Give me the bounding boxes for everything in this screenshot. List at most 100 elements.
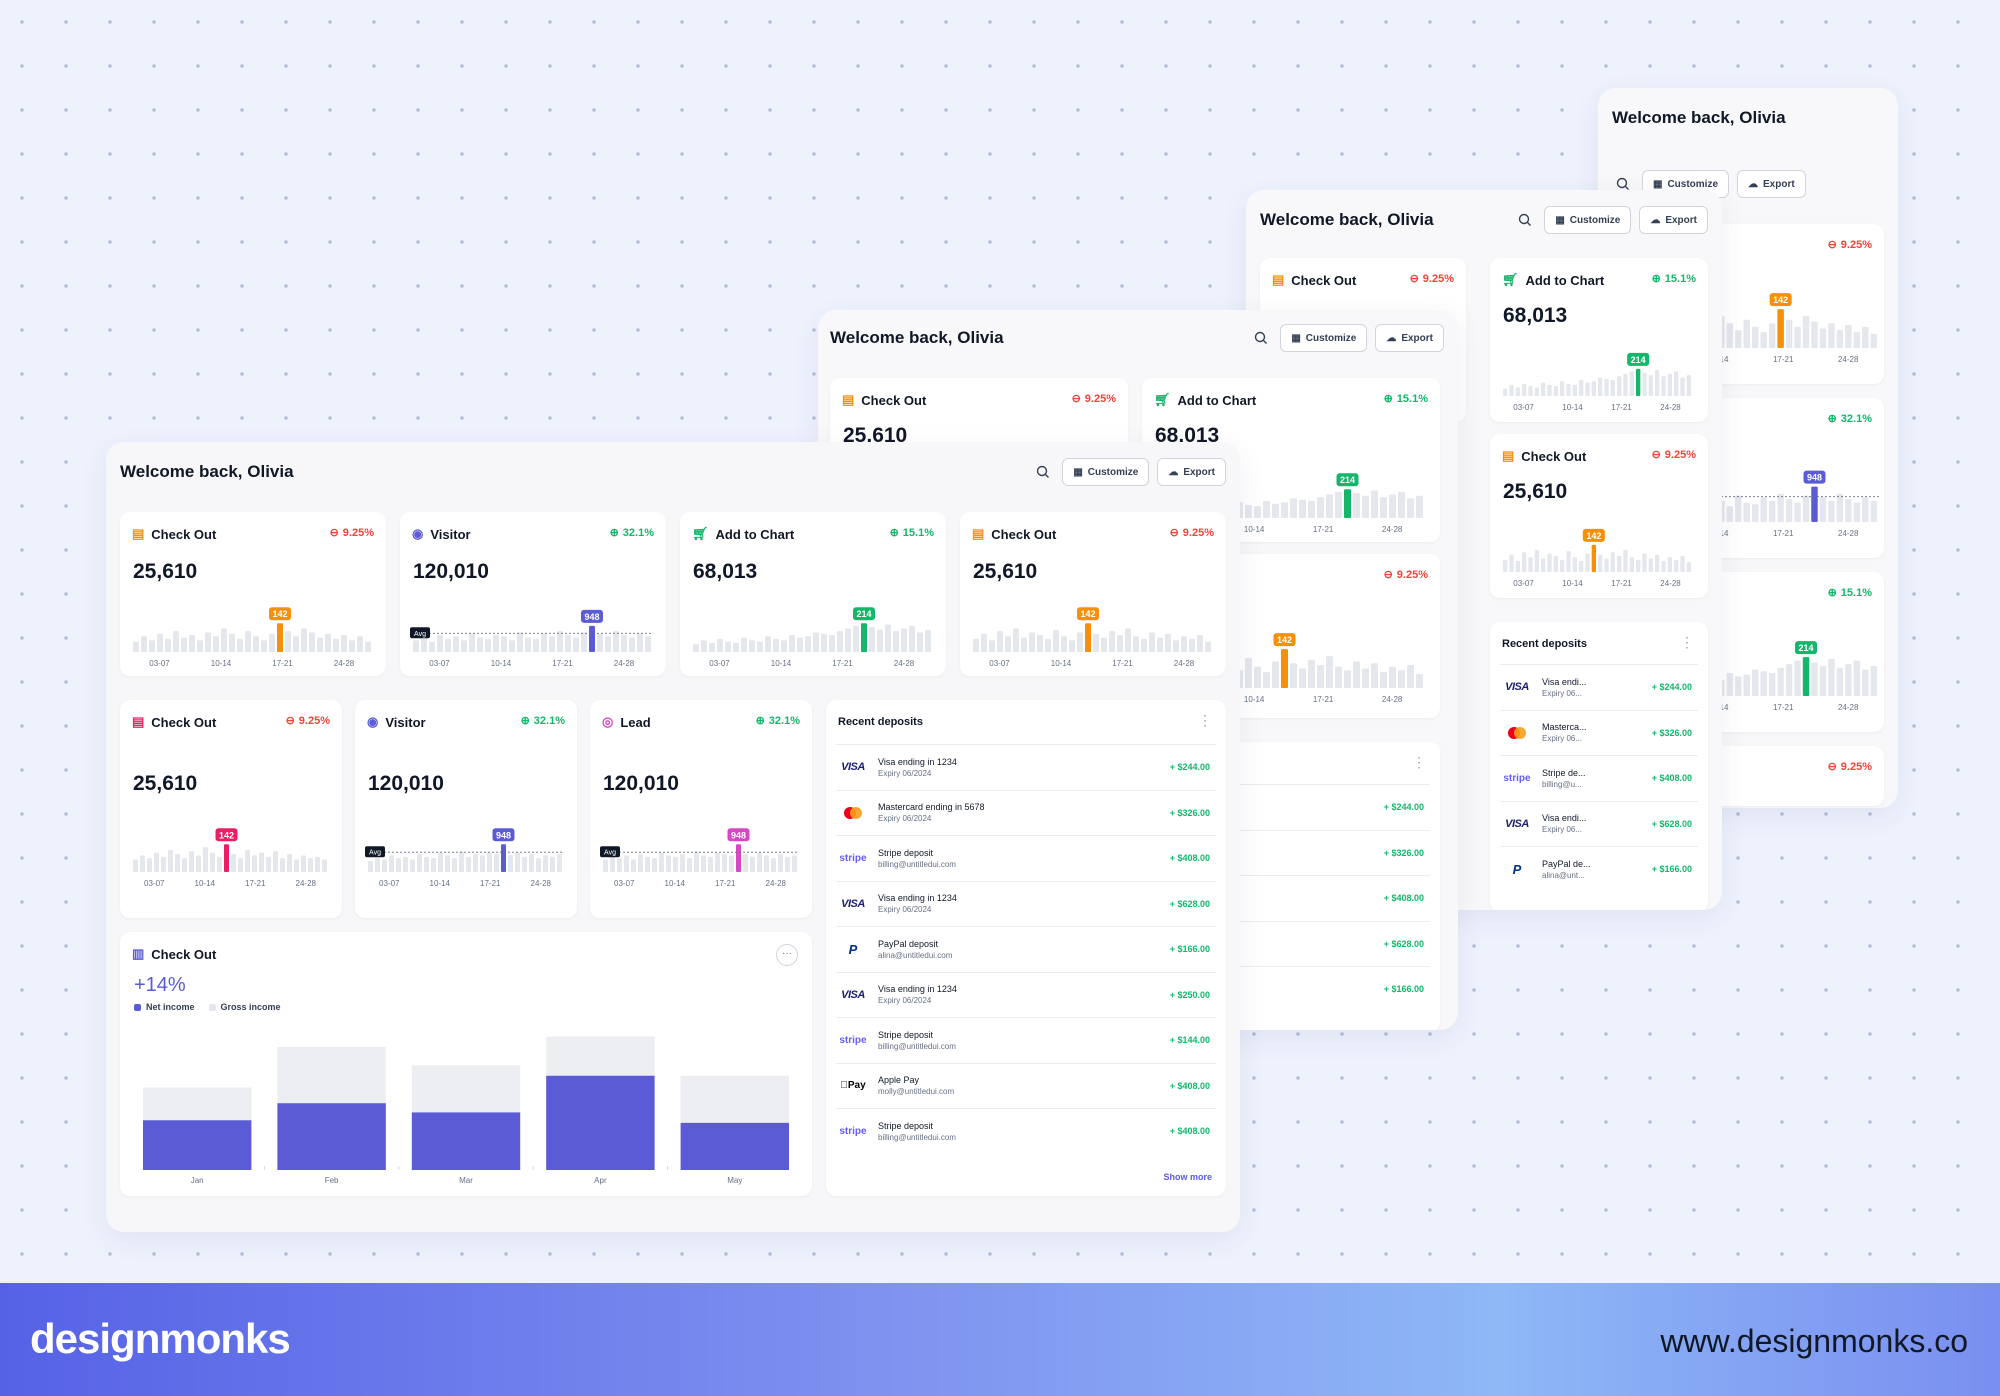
customize-button[interactable]: ▦ Customize [1280,324,1368,352]
deposit-row[interactable]: VISA Visa ending in 1234 Expiry 06/2024 +… [836,744,1216,790]
deposit-row[interactable]: stripe Stripe de... billing@u... + $408.0… [1500,755,1698,801]
payment-logo [836,806,870,820]
highlight-bar [501,844,506,872]
search-icon[interactable] [1612,173,1634,195]
card-header: ▤ Check Out [132,714,217,730]
deposit-row[interactable]: VISA Visa ending in 1234 Expiry 06/2024 +… [836,880,1216,927]
spark-bar [1604,378,1609,396]
stat-card-add-to-chart[interactable]: 🛒︎ Add to Chart ⊕ 15.1% 68,013 214 03-07 1… [680,512,946,676]
deposit-amount: + $628.00 [1651,818,1692,829]
spark-bar [717,638,723,652]
stat-card-lead[interactable]: ◎ Lead ⊕ 32.1% 120,010 948 Avg 03-07 10-14 1… [590,700,812,918]
stat-card-add-to-chart[interactable]: 🛒︎Add to Chart ⊕15.1% 68,013 214 03-07 10-… [1490,258,1708,422]
spark-bar [1205,641,1211,652]
search-icon[interactable] [1250,327,1272,349]
deposit-name: Mastercard ending in 5678 [878,802,985,813]
deposit-row[interactable]: Mastercard ending in 5678 Expiry 06/2024… [836,789,1216,836]
deposit-row[interactable]: VISA Visa endi... Expiry 06... + $628.00 [1500,800,1698,847]
deposit-row[interactable]: P PayPal de... alina@unt... + $166.00 [1500,846,1698,892]
spark-bar [1013,628,1019,652]
spark-bar [529,854,534,872]
deposit-row[interactable]: Masterca... Expiry 06... + $326.00 [1500,709,1698,756]
more-button[interactable]: ··· [776,944,798,966]
stat-card-visitor[interactable]: ◉ Visitor ⊕ 32.1% 120,010 948 Avg 03-07 10-… [355,700,577,918]
receipt-icon: ▤ [132,526,145,541]
spark-bar [1029,632,1035,652]
deposit-row[interactable]: VISA Visa endi... Expiry 06... + $244.00 [1500,664,1698,710]
category-label: Mar [459,1176,473,1185]
spark-bar [729,855,734,872]
spark-bar [1389,494,1396,518]
spark-bar [1674,371,1679,396]
category-label: Feb [325,1176,339,1185]
spark-bar [637,633,643,652]
deposit-row[interactable]: card ending in 5678 06/2024 + $326.00 [1152,829,1430,876]
export-button[interactable]: ☁ Export [1737,170,1806,198]
card-header: 🛒︎ Add to Chart [1502,272,1605,288]
spark-bar [437,635,443,652]
marker-value: 948 [1807,473,1822,483]
stat-card-check-out[interactable]: ▤ Check Out ⊖ 9.25% 25,610 142 03-07 10-14… [120,700,342,918]
deposit-row[interactable]: stripe Stripe deposit billing@untitledui.… [836,1017,1216,1063]
marker-value: 214 [1631,355,1646,365]
show-more-link[interactable]: Show more [1163,1172,1212,1182]
spark-bar [1768,500,1776,522]
spark-bar [1061,636,1067,652]
stat-card-check-out[interactable]: ▤ Check Out ⊖ 9.25% 25,610 142 03-07 10-14… [960,512,1226,676]
deposit-amount: + $326.00 [1651,727,1692,738]
export-button[interactable]: ☁ Export [1639,206,1708,234]
website-url[interactable]: www.designmonks.co [1660,1323,1968,1359]
arrow-down-circle-icon: ⊖ [1651,449,1661,461]
spark-bar [869,627,875,652]
highlight-bar [1591,544,1596,572]
deposit-row[interactable]: Pay Apple Pay molly@untitledui.com + $40… [836,1062,1216,1109]
spark-bar [613,631,619,652]
deposit-amount: + $144.00 [1169,1035,1210,1046]
spark-bar [1629,371,1634,396]
spark-bar [133,641,139,652]
deposit-row[interactable]: eposit untitledui.com + $408.00 [1152,875,1430,921]
spark-bar [829,635,835,652]
deposit-row[interactable]: stripe Stripe deposit billing@untitledui.… [836,1108,1216,1154]
search-icon[interactable] [1032,461,1054,483]
deposit-row[interactable]: deposit ntitledui.com + $166.00 [1152,966,1430,1012]
deposit-row[interactable]: stripe Stripe deposit billing@untitledui.… [836,835,1216,881]
card-header: ◉ Visitor [367,714,426,730]
deposit-row[interactable]: ding in 1234 06/2024 + $628.00 [1152,920,1430,967]
stat-card-check-out[interactable]: ▤ Check Out ⊖ 9.25% 25,610 142 03-07 10-14… [120,512,386,676]
spark-bar [1245,504,1252,518]
spark-bar [466,856,471,872]
page-title: Welcome back, Olivia [120,462,294,481]
spark-bar [301,628,307,652]
marker-value: 948 [731,830,746,840]
more-vertical-icon[interactable]: ⋮ [1412,754,1426,770]
highlight-bar [1085,623,1091,652]
search-icon[interactable] [1514,209,1536,231]
spark-bar [396,858,401,872]
spark-bar [1862,497,1869,522]
stat-card-checkout-2[interactable]: ▤ Check Out ⊖ 9.25% 25,610 142 03-07 10-14 17… [1490,434,1708,598]
spark-bar [1503,388,1508,396]
spark-bar [1794,660,1801,696]
spark-bar [1509,384,1514,396]
toolbar: ▦ Customize ☁ Export [1032,458,1226,486]
arrow-down-circle-icon: ⊖ [1827,761,1837,773]
spark-bar [1380,672,1387,688]
export-button[interactable]: ☁ Export [1157,458,1226,486]
deposit-name: Visa ending in 1234 [878,984,957,995]
deposit-row[interactable]: P PayPal deposit alina@untitledui.com + $… [836,926,1216,972]
tick-label: 03-07 [709,659,730,668]
spark-bar [771,858,776,872]
stat-card-visitor[interactable]: ◉ Visitor ⊕ 32.1% 120,010 948 Avg 03-07 10-… [400,512,666,676]
deposit-row[interactable]: VISA Visa ending in 1234 Expiry 06/2024 +… [836,971,1216,1018]
export-button[interactable]: ☁ Export [1375,324,1444,352]
deposit-row[interactable]: ding in 1234 06/2024 + $244.00 [1152,784,1430,830]
customize-button[interactable]: ▦ Customize [1544,206,1632,234]
customize-button[interactable]: ▦ Customize [1062,458,1150,486]
arrow-up-circle-icon: ⊕ [755,715,765,727]
more-vertical-icon[interactable]: ⋮ [1198,712,1212,728]
avg-tag [600,846,620,858]
spark-bar [1181,636,1187,652]
more-vertical-icon[interactable]: ⋮ [1680,634,1694,650]
spark-bar [1648,558,1653,572]
